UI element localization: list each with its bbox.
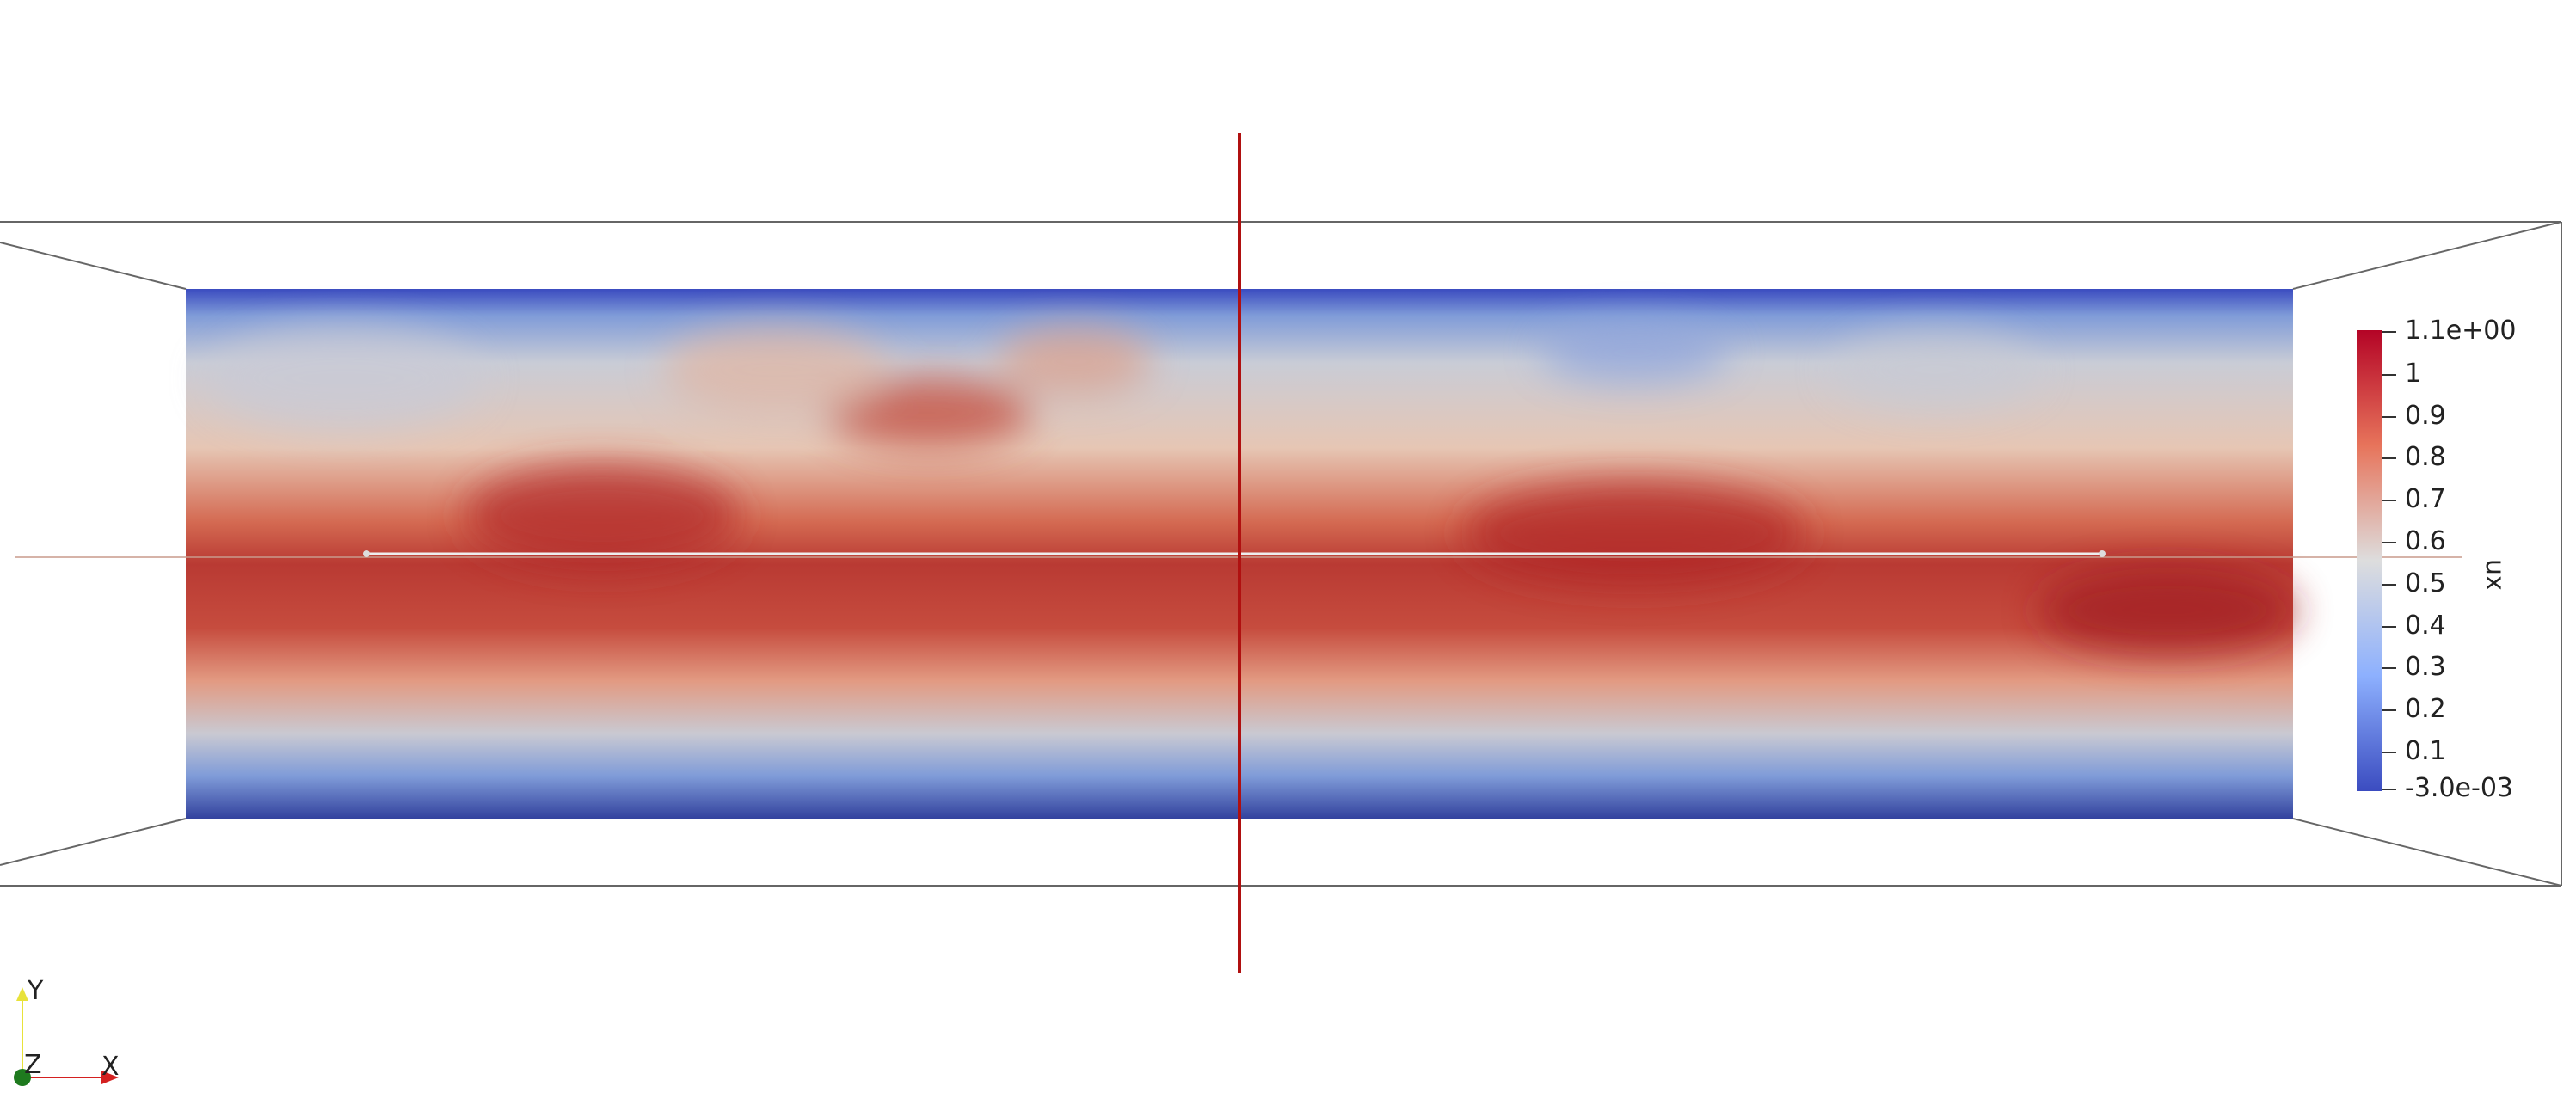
legend-tick-label: 0.8: [2405, 442, 2446, 472]
color-legend[interactable]: [2357, 330, 2396, 791]
legend-tick-label: 0.5: [2405, 568, 2446, 598]
color-legend-bar: [2357, 330, 2382, 791]
legend-tick-label: 0.9: [2405, 401, 2446, 431]
legend-tick-label: 0.7: [2405, 484, 2446, 514]
legend-tick-label: 0.1: [2405, 736, 2446, 766]
legend-tick-label: 0.2: [2405, 694, 2446, 724]
axis-label-x: X: [101, 1052, 120, 1082]
legend-tick-label: -3.0e-03: [2405, 773, 2513, 803]
axis-label-y: Y: [28, 976, 44, 1006]
axis-label-z: Z: [24, 1050, 42, 1080]
legend-tick-label: 0.6: [2405, 526, 2446, 556]
orientation-axes-widget: [14, 987, 119, 1086]
legend-tick-label: 1.1e+00: [2405, 316, 2517, 346]
bounding-box-outline: [0, 221, 2562, 887]
legend-tick-label: 0.3: [2405, 652, 2446, 682]
legend-tick-label: 1: [2405, 359, 2422, 389]
legend-tick-label: 0.4: [2405, 611, 2446, 641]
legend-title: ux: [2480, 559, 2510, 591]
